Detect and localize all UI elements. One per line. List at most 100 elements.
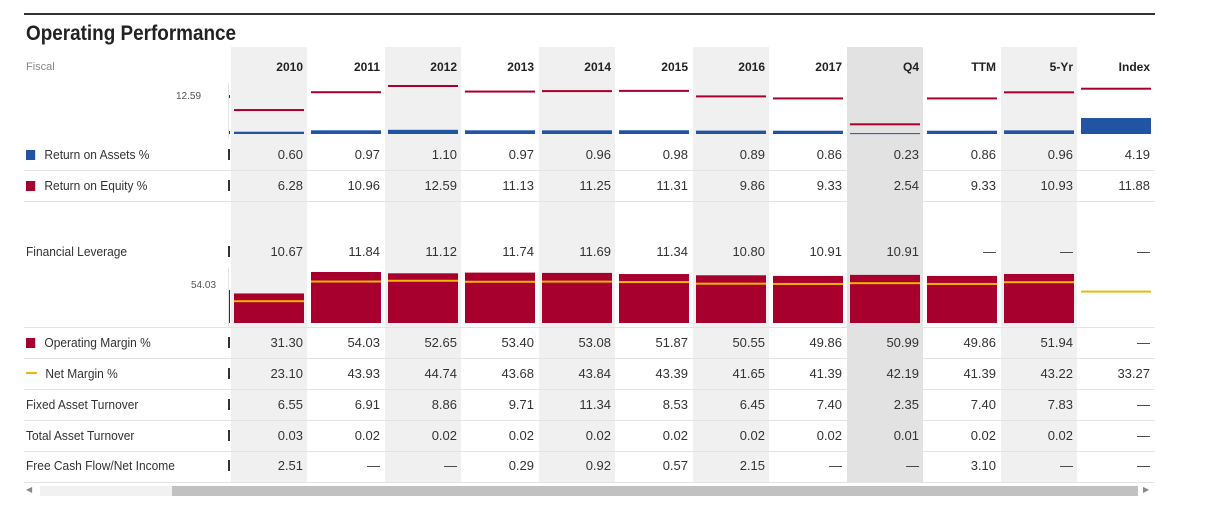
table-cell: — [1060, 458, 1073, 473]
table-cell: 51.87 [655, 335, 688, 350]
table-cell: 0.97 [508, 147, 534, 162]
row-divider [24, 451, 1155, 452]
table-cell: — [1137, 244, 1150, 259]
row-label: Financial Leverage [26, 244, 127, 259]
net-margin-line [542, 280, 612, 283]
roe-line [1081, 87, 1151, 90]
table-cell: 49.86 [963, 335, 996, 350]
net-margin-line [696, 282, 766, 285]
row-label-text: Free Cash Flow/Net Income [26, 458, 175, 473]
table-cell: 10.80 [732, 244, 765, 259]
table-cell: 0.98 [662, 147, 688, 162]
roa-bar [542, 130, 612, 134]
net-margin-line [619, 281, 689, 284]
table-cell: 2.35 [893, 397, 919, 412]
roe-line [850, 123, 920, 126]
axis-mark [228, 131, 230, 134]
row-label-text: Fixed Asset Turnover [26, 397, 139, 412]
table-cell: 0.86 [970, 147, 996, 162]
roe-line [773, 97, 843, 100]
row-label-text: Financial Leverage [26, 244, 128, 259]
table-cell: 43.39 [655, 366, 688, 381]
scrollbar-thumb[interactable] [172, 486, 1138, 496]
scroll-left-arrow[interactable]: ◀ [26, 485, 33, 494]
row-marker [228, 430, 230, 441]
net-margin-line [927, 282, 997, 285]
table-cell: 0.92 [585, 458, 611, 473]
table-cell: 0.29 [508, 458, 534, 473]
axis-mark [228, 290, 230, 323]
table-cell: 0.02 [662, 428, 688, 443]
column-header: 2013 [507, 60, 534, 74]
table-cell: — [367, 458, 380, 473]
table-cell: 43.68 [501, 366, 534, 381]
top-chart-scale-label: 12.59 [176, 91, 202, 102]
table-cell: — [983, 244, 996, 259]
column-stripe [385, 47, 461, 483]
column-stripe [539, 47, 615, 483]
table-cell: 6.91 [354, 397, 380, 412]
row-label-text: Total Asset Turnover [26, 428, 135, 443]
table-cell: — [1137, 428, 1150, 443]
scroll-right-arrow[interactable]: ▶ [1143, 485, 1150, 494]
table-cell: — [444, 458, 457, 473]
roe-line [927, 97, 997, 100]
table-cell: 0.97 [354, 147, 380, 162]
row-divider [24, 389, 1155, 390]
table-cell: 0.01 [893, 428, 919, 443]
roe-line [1004, 91, 1074, 94]
table-cell: 2.54 [893, 178, 919, 193]
table-cell: 11.69 [579, 244, 611, 259]
row-marker [228, 399, 230, 410]
roa-bar [1004, 130, 1074, 134]
legend-square-icon [26, 181, 36, 191]
row-divider [24, 482, 1155, 483]
table-cell: 0.02 [354, 428, 380, 443]
table-cell: 7.40 [816, 397, 842, 412]
table-cell: 11.84 [348, 244, 380, 259]
roa-bar [311, 130, 381, 134]
table-cell: 9.86 [739, 178, 765, 193]
table-cell: 43.22 [1040, 366, 1073, 381]
table-cell: 0.02 [739, 428, 765, 443]
row-label-text: Net Margin % [45, 366, 118, 381]
table-cell: 10.93 [1040, 178, 1073, 193]
table-cell: 3.10 [970, 458, 996, 473]
table-cell: 6.55 [277, 397, 303, 412]
row-divider [24, 327, 1155, 328]
table-cell: 43.93 [347, 366, 380, 381]
table-cell: 7.40 [970, 397, 996, 412]
column-stripe [231, 47, 307, 483]
roa-bar [696, 130, 766, 134]
table-cell: — [1137, 458, 1150, 473]
roa-bar [850, 133, 920, 135]
table-cell: 23.10 [270, 366, 303, 381]
table-cell: — [829, 458, 842, 473]
row-label: Total Asset Turnover [26, 428, 134, 443]
table-cell: — [1137, 397, 1150, 412]
table-cell: 11.74 [502, 244, 534, 259]
table-cell: 7.83 [1047, 397, 1073, 412]
column-stripe [693, 47, 769, 483]
row-label: Free Cash Flow/Net Income [26, 458, 175, 473]
table-cell: 0.02 [431, 428, 457, 443]
table-cell: 31.30 [270, 335, 303, 350]
table-cell: 54.03 [347, 335, 380, 350]
roa-bar [234, 131, 304, 134]
roa-bar [465, 130, 535, 134]
table-cell: 0.02 [816, 428, 842, 443]
table-cell: 42.19 [886, 366, 919, 381]
table-cell: 6.28 [277, 178, 303, 193]
net-margin-line [388, 279, 458, 282]
net-margin-line [1004, 281, 1074, 284]
row-marker [228, 337, 230, 348]
table-cell: 0.86 [816, 147, 842, 162]
row-label: Fixed Asset Turnover [26, 397, 138, 412]
row-label-text: Return on Assets % [44, 147, 150, 162]
row-divider [24, 358, 1155, 359]
top-rule [24, 13, 1155, 15]
table-cell: 41.39 [809, 366, 842, 381]
table-cell: 49.86 [809, 335, 842, 350]
row-divider [24, 170, 1155, 171]
